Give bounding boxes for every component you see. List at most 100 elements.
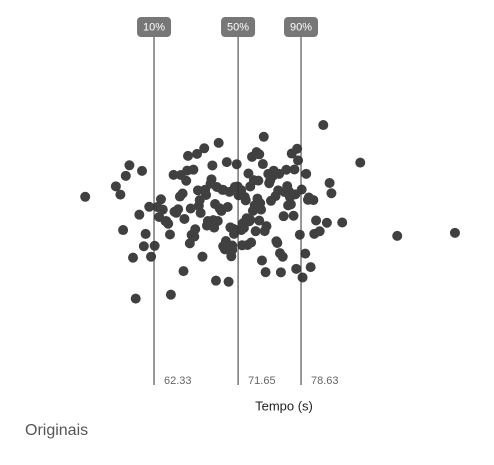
point: [182, 165, 193, 176]
point: [212, 216, 223, 227]
point: [161, 216, 172, 227]
point: [324, 177, 335, 188]
caption: Originais: [25, 422, 88, 439]
point: [80, 191, 91, 202]
point: [392, 230, 403, 241]
point: [243, 168, 254, 179]
point: [169, 206, 180, 217]
point: [238, 222, 249, 233]
point: [218, 241, 229, 252]
point: [192, 185, 203, 196]
point: [246, 237, 257, 248]
point: [155, 194, 166, 205]
point: [311, 215, 322, 226]
point: [205, 178, 216, 189]
point: [281, 164, 292, 175]
point: [165, 289, 176, 300]
point: [140, 228, 151, 239]
point: [321, 217, 332, 228]
percentile-label: 50%: [227, 21, 249, 33]
point: [256, 255, 267, 266]
point: [177, 188, 188, 199]
point: [291, 263, 302, 274]
point: [260, 267, 271, 278]
point: [128, 252, 139, 263]
point: [149, 240, 160, 251]
point: [185, 203, 196, 214]
point: [254, 149, 265, 160]
point: [124, 160, 135, 171]
point: [223, 276, 234, 287]
x-axis-label: Tempo (s): [255, 398, 313, 413]
point: [271, 236, 282, 247]
point: [197, 251, 208, 262]
point: [449, 227, 460, 238]
point: [144, 201, 155, 212]
point: [217, 184, 228, 195]
point: [201, 220, 212, 231]
point: [326, 188, 337, 199]
point: [294, 229, 305, 240]
point: [231, 159, 242, 170]
point: [146, 251, 157, 262]
point: [240, 195, 251, 206]
percentile-value: 62.33: [164, 375, 192, 387]
point: [210, 275, 221, 286]
point: [207, 160, 218, 171]
point: [285, 199, 296, 210]
point: [265, 195, 276, 206]
percentile-value: 71.65: [248, 375, 276, 387]
point: [189, 231, 200, 242]
point: [337, 217, 348, 228]
point: [275, 267, 286, 278]
point: [179, 213, 190, 224]
point: [275, 248, 286, 259]
point: [255, 198, 266, 209]
point: [192, 148, 203, 159]
point: [284, 186, 295, 197]
point: [253, 175, 264, 186]
point: [213, 137, 224, 148]
point: [134, 209, 145, 220]
point: [273, 185, 284, 196]
point: [355, 157, 366, 168]
point: [292, 143, 303, 154]
point: [120, 170, 131, 181]
point: [318, 120, 329, 131]
point: [245, 214, 256, 225]
point: [221, 157, 232, 168]
point: [250, 226, 261, 237]
point: [154, 211, 165, 222]
point: [297, 272, 308, 283]
point: [293, 155, 304, 166]
percentile-label: 90%: [290, 21, 312, 33]
percentile-badge: [137, 17, 172, 37]
point: [236, 185, 247, 196]
point: [309, 228, 320, 239]
point: [195, 207, 206, 218]
point: [303, 192, 314, 203]
point: [258, 131, 269, 142]
point: [190, 224, 201, 235]
point: [305, 262, 316, 273]
point: [168, 169, 179, 180]
point: [130, 293, 141, 304]
point: [118, 225, 129, 236]
point: [194, 195, 205, 206]
point: [164, 229, 175, 240]
point: [110, 181, 121, 192]
point: [261, 221, 272, 232]
percentile-label: 10%: [143, 21, 165, 33]
point: [138, 241, 149, 252]
point: [288, 210, 299, 221]
point: [157, 204, 168, 215]
point: [289, 164, 300, 175]
point: [301, 168, 312, 179]
point: [222, 201, 233, 212]
point: [137, 165, 148, 176]
percentile-badge: [221, 17, 256, 37]
point: [199, 143, 210, 154]
point: [300, 248, 311, 259]
point: [296, 184, 307, 195]
percentile-badge: [284, 17, 319, 37]
